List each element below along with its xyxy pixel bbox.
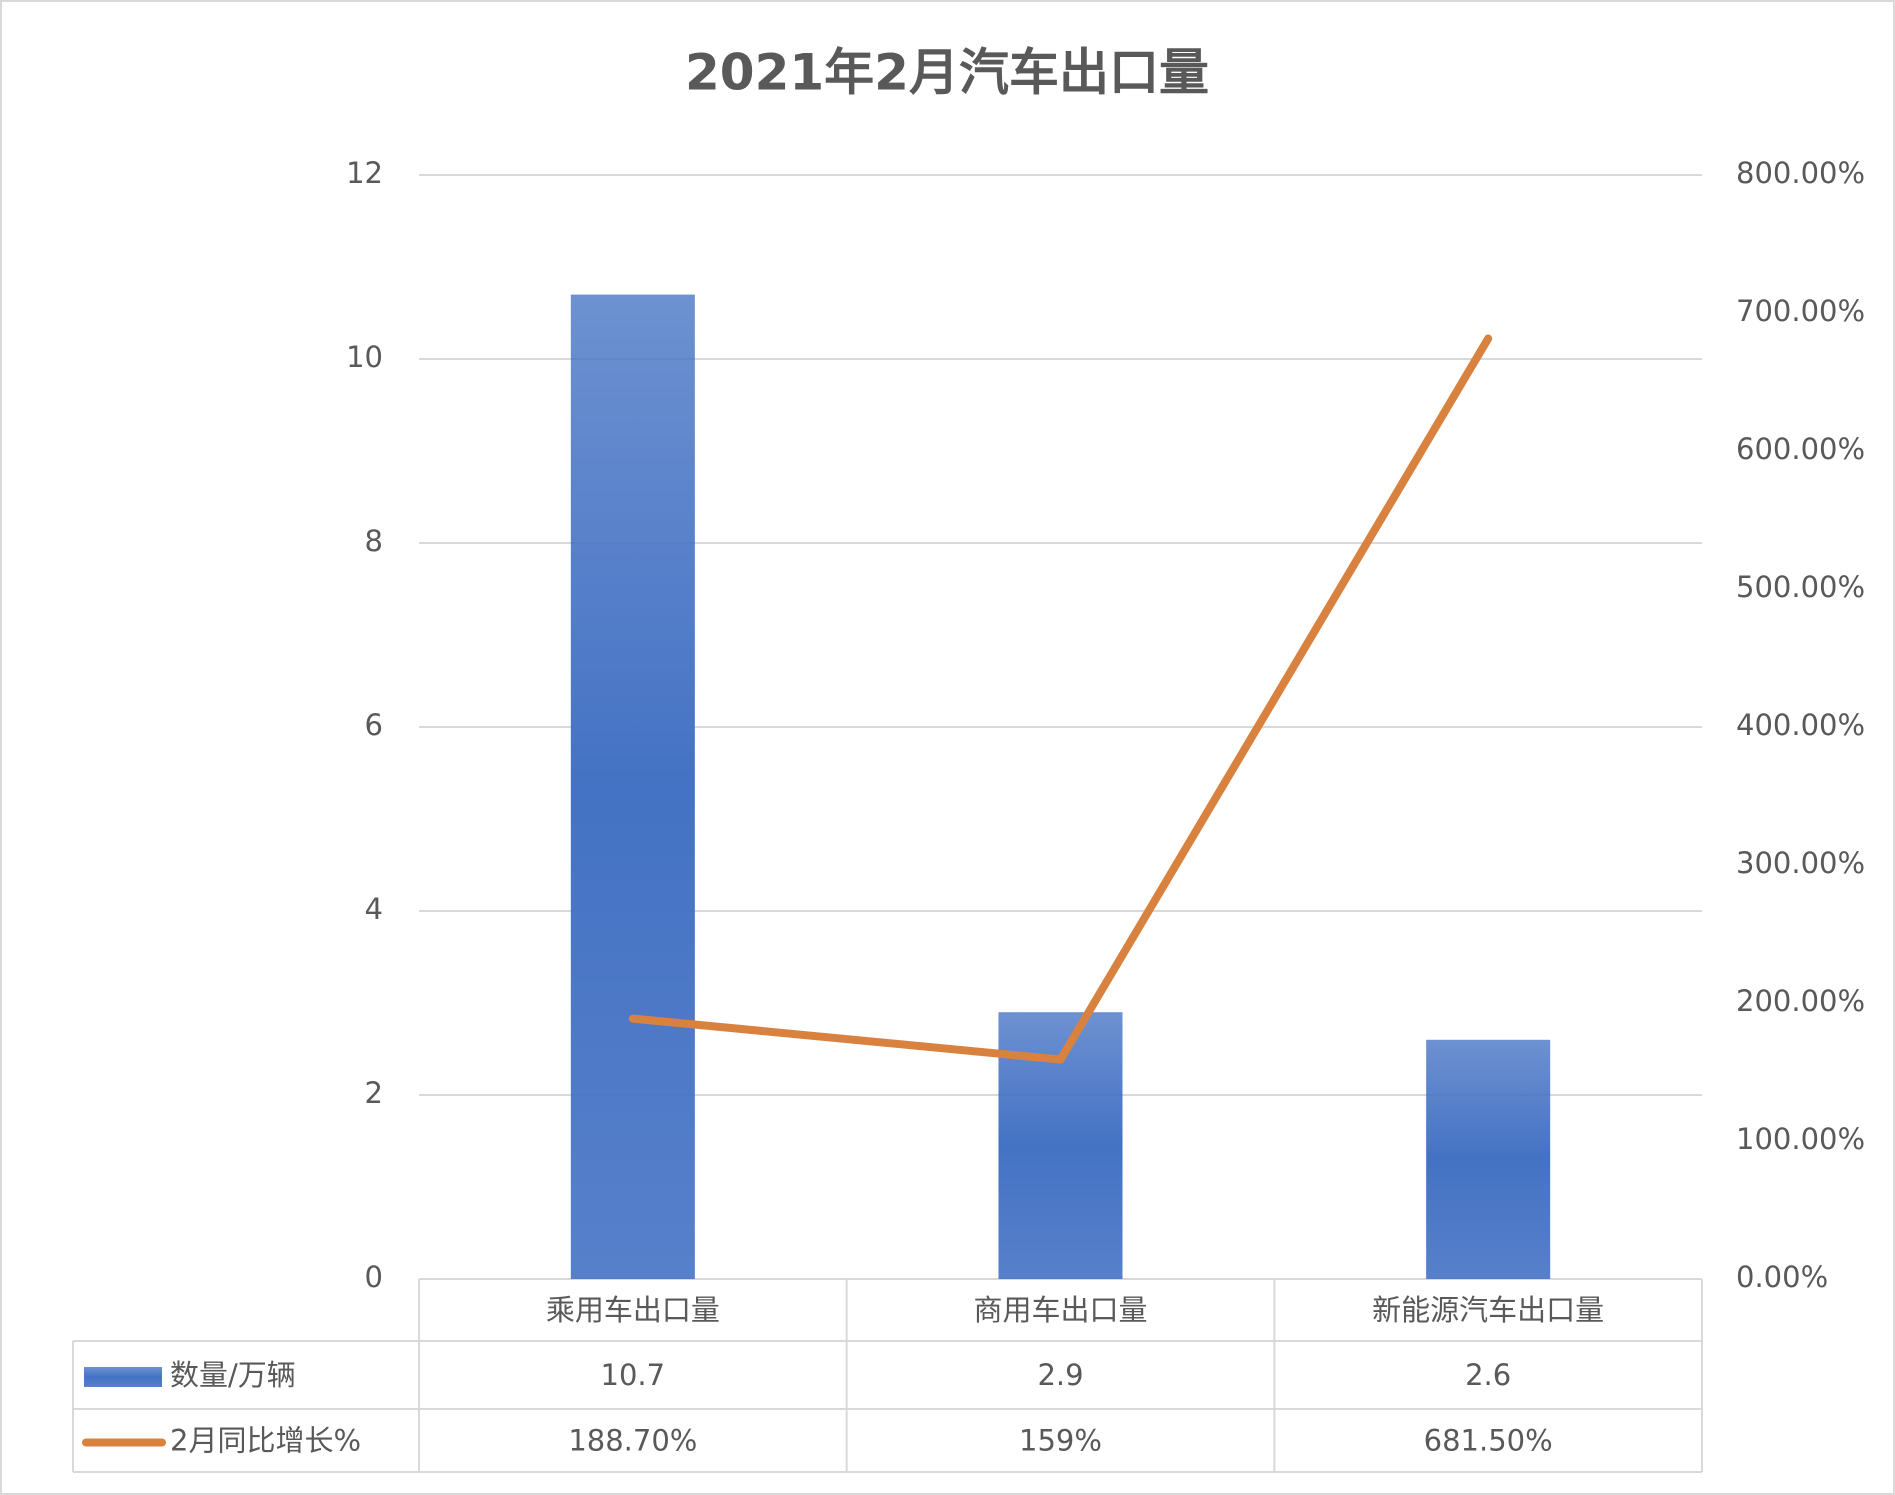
y-tick-label: 8 [365,524,383,558]
y2-tick-label: 500.00% [1736,570,1865,604]
y-tick-label: 10 [346,340,383,374]
line [628,334,1493,1064]
x-tick-label: 新能源汽车出口量 [1372,1293,1604,1327]
legend-label: 数量/万辆 [170,1358,296,1392]
legend-label: 2月同比增长% [170,1424,361,1458]
y2-tick-label: 700.00% [1736,294,1865,328]
y-tick-label: 0 [365,1260,383,1294]
y-tick-label: 4 [365,892,383,926]
x-tick-label: 商用车出口量 [973,1293,1147,1327]
y2-tick-label: 0.00% [1736,1260,1828,1294]
y-tick-label: 2 [365,1076,383,1110]
table-value: 188.70% [568,1424,697,1458]
y2-tick-label: 600.00% [1736,432,1865,466]
y2-tick-label: 200.00% [1736,984,1865,1018]
bar [570,294,695,1280]
y2-tick-label: 100.00% [1736,1122,1865,1156]
chart-title: 2021年2月汽车出口量 [685,44,1209,102]
y2-tick-label: 400.00% [1736,708,1865,742]
table-value: 159% [1019,1424,1102,1458]
bar [1426,1039,1551,1279]
x-tick-label: 乘用车出口量 [546,1293,720,1327]
y-tick-label: 6 [365,708,383,742]
y2-tick-label: 300.00% [1736,846,1865,880]
y2-tick-label: 800.00% [1736,156,1865,190]
table-value: 2.9 [1037,1358,1083,1392]
table-value: 681.50% [1424,1424,1553,1458]
y-tick-label: 12 [346,156,383,190]
table-value: 10.7 [601,1358,666,1392]
table-value: 2.6 [1465,1358,1511,1392]
legend-key [84,1367,162,1387]
